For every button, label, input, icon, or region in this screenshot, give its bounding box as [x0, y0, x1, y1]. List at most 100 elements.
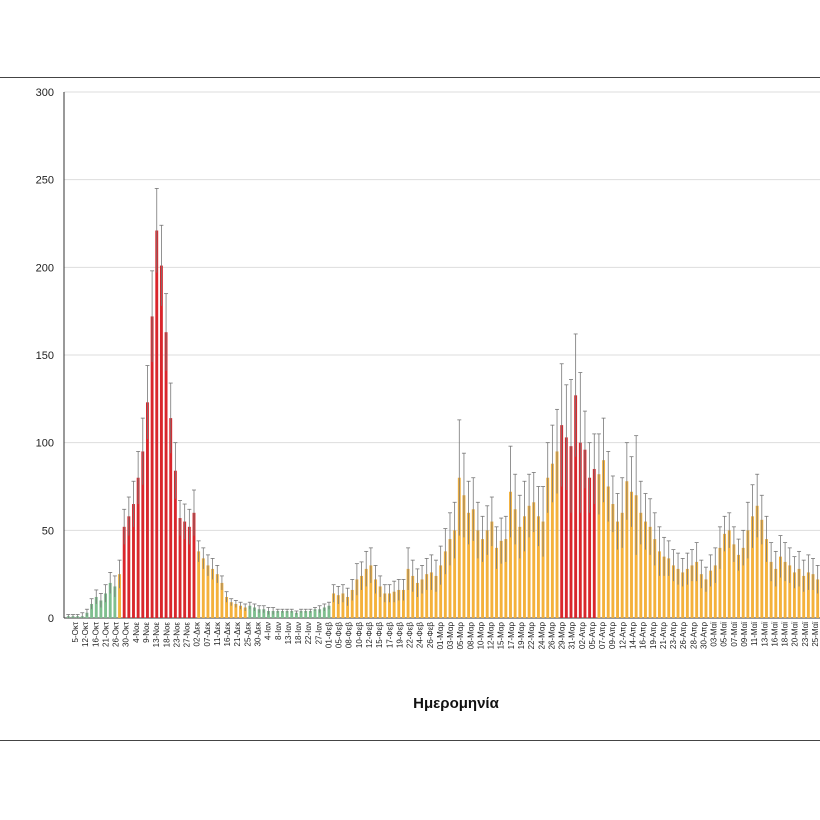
x-tick-label: 10-Φεβ [355, 622, 364, 649]
y-tick-label: 150 [36, 350, 54, 362]
bar [155, 230, 159, 618]
bar [616, 521, 619, 618]
bar [541, 521, 545, 618]
x-tick-label: 21-Δεκ [233, 621, 242, 646]
x-tick-label: 05-Μαρ [456, 622, 465, 650]
x-tick-label: 12-Οκτ [81, 621, 90, 647]
bar [792, 572, 796, 618]
x-tick-label: 9-Νοε [142, 622, 151, 643]
bar [262, 609, 266, 618]
bar [122, 526, 126, 618]
x-tick-label: 4-Νοε [132, 622, 141, 643]
x-tick-label: 17-Φεβ [385, 622, 394, 649]
x-tick-label: 21-Απρ [659, 622, 668, 649]
bar [690, 565, 694, 618]
bar [173, 470, 177, 618]
x-tick-label: 08-Μαρ [466, 622, 475, 650]
bar [778, 556, 782, 618]
bar [141, 451, 145, 618]
bar [108, 582, 112, 618]
bar [118, 574, 121, 618]
bar [783, 561, 787, 618]
bar [341, 593, 345, 618]
x-tick-label: 01-Φεβ [324, 622, 333, 649]
x-tick-label: 5-Οκτ [71, 621, 80, 642]
bar [685, 568, 689, 618]
bar [751, 516, 754, 618]
bar [364, 568, 368, 618]
bar [504, 539, 508, 618]
x-tick-label: 17-Μαρ [507, 622, 516, 650]
bar [769, 561, 773, 618]
bar [178, 518, 182, 618]
x-tick-label: 30-Απρ [699, 622, 708, 649]
bar [201, 558, 205, 618]
bar [485, 530, 489, 618]
bar [611, 504, 615, 618]
bar [653, 539, 657, 618]
x-tick-label: 30-Δεκ [254, 621, 263, 646]
x-tick-label: 12-Μαρ [487, 622, 496, 650]
gridlines [64, 91, 820, 531]
x-tick-label: 10-Μαρ [476, 622, 485, 650]
bar [555, 451, 559, 618]
x-tick-label: 05-Μαϊ [720, 622, 729, 647]
bar [159, 265, 163, 618]
bar [574, 395, 578, 618]
bar [164, 332, 168, 618]
x-tick-label: 16-Δεκ [223, 621, 232, 646]
x-tick-label: 21-Οκτ [101, 621, 110, 647]
bar [225, 596, 229, 618]
bar [443, 551, 447, 618]
x-tick-label: 05-Φεβ [335, 622, 344, 649]
x-tick-label: 07-Απρ [598, 622, 607, 649]
bar [657, 551, 661, 618]
x-tick-label: 12-Φεβ [365, 622, 374, 649]
bar [420, 579, 424, 618]
x-tick-label: 22-Φεβ [406, 622, 415, 649]
bar [495, 547, 498, 618]
bar [299, 610, 303, 618]
bar [234, 603, 238, 618]
bar [369, 565, 373, 618]
x-tick-label: 13-Νοε [152, 622, 161, 648]
bar [355, 579, 359, 618]
bar [523, 516, 526, 618]
bar [318, 609, 322, 618]
bar [625, 481, 629, 618]
bar [192, 512, 196, 618]
bar [280, 610, 284, 618]
bar [211, 568, 215, 618]
bar [378, 586, 382, 618]
y-tick-label: 250 [36, 175, 54, 187]
x-tick-label: 15-Φεβ [375, 622, 384, 649]
bar [699, 574, 703, 618]
bar [676, 568, 680, 618]
bar [737, 554, 740, 618]
x-tick-label: 20-Μαϊ [791, 622, 800, 647]
bar [704, 579, 708, 618]
bar [415, 582, 419, 618]
bar [322, 607, 326, 618]
bar [639, 512, 643, 618]
bar [169, 418, 173, 618]
x-tick-label: 15-Μαρ [497, 622, 506, 650]
bar [746, 530, 750, 618]
bar [583, 449, 587, 618]
y-tick-label: 100 [36, 438, 54, 450]
x-tick-label: 19-Φεβ [395, 622, 404, 649]
bar [499, 540, 503, 618]
x-tick-label: 16-Απρ [639, 622, 648, 649]
bar [308, 610, 312, 618]
bar [648, 526, 652, 618]
bar [760, 519, 764, 618]
bar [662, 556, 666, 618]
x-tick-label: 26-Φεβ [426, 622, 435, 649]
x-tick-label: 03-Μαρ [446, 622, 455, 650]
bar [360, 575, 363, 618]
y-tick-label: 200 [36, 262, 54, 274]
bar [471, 509, 475, 618]
bar [695, 561, 699, 618]
error-bars-group [66, 188, 820, 618]
bar [290, 610, 294, 618]
